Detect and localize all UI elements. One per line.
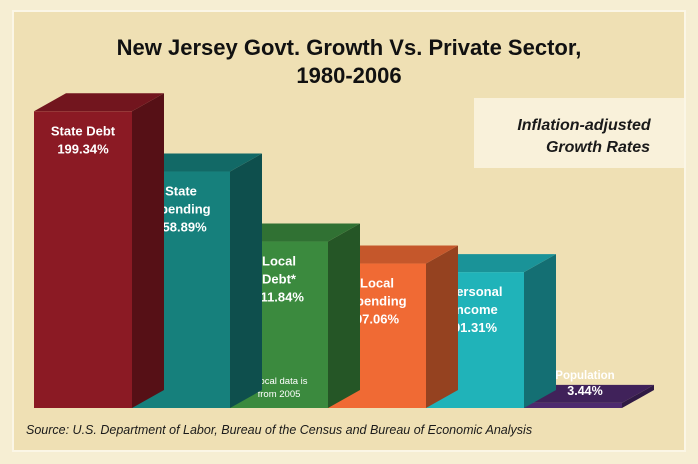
bar-label-6-line-1: Population	[555, 370, 614, 382]
bar-side-3	[328, 223, 360, 408]
bar-label-1-line-1: State Debt	[51, 123, 116, 138]
bar-value-label-3: 111.84%	[254, 290, 304, 305]
bar-label-2-line-1: State	[165, 184, 197, 199]
bar-value-label-1: 199.34%	[57, 141, 109, 156]
bar-label-2-line-2: Spending	[151, 202, 210, 217]
subtitle-box: Inflation-adjusted Growth Rates	[474, 98, 684, 168]
chart-title-line-2: 1980-2006	[296, 63, 401, 88]
bar-side-1	[132, 93, 164, 408]
bar-1: State Debt 199.34%	[34, 93, 164, 408]
bar-top-4	[328, 245, 458, 264]
bar-side-4	[426, 245, 458, 408]
bar-note-3-line-1: *Local data is	[250, 376, 307, 387]
bar-label-3-line-2: Debt*	[262, 272, 297, 287]
bar-side-5	[524, 254, 556, 408]
subtitle-line-2: Growth Rates	[546, 139, 650, 156]
bars-group: Population 3.44% Personal Income 91.31% Local…	[34, 93, 654, 408]
bar-label-5-line-2: Income	[452, 302, 498, 317]
bar-label-3-line-1: Local	[262, 254, 296, 269]
bar-top-5	[426, 254, 556, 273]
bar-top-1	[34, 93, 164, 112]
bar-top-6	[524, 384, 654, 403]
chart-title-line-1: New Jersey Govt. Growth Vs. Private Sect…	[117, 35, 582, 60]
bar-top-3	[230, 223, 360, 242]
bar-side-2	[230, 153, 262, 408]
bar-note-3-line-2: from 2005	[258, 389, 301, 400]
bar-value-label-5: 91.31%	[453, 320, 498, 335]
bar-5: Personal Income 91.31%	[426, 254, 556, 408]
bar-value-label-2: 158.89%	[155, 220, 207, 235]
bar-6: Population 3.44%	[524, 370, 654, 408]
bar-value-label-6: 3.44%	[567, 384, 602, 398]
bar-label-4-line-1: Local	[360, 276, 394, 291]
bar-value-label-4: 97.06%	[355, 312, 400, 327]
subtitle-line-1: Inflation-adjusted	[517, 117, 652, 134]
source-note: Source: U.S. Department of Labor, Bureau…	[26, 423, 532, 437]
bar-label-4-line-2: Spending	[347, 294, 406, 309]
bar-label-5-line-1: Personal	[448, 284, 503, 299]
bar-side-6	[622, 384, 654, 408]
bar-front-1	[34, 111, 132, 408]
bar-top-2	[132, 153, 262, 172]
bar-front-6	[524, 402, 622, 408]
